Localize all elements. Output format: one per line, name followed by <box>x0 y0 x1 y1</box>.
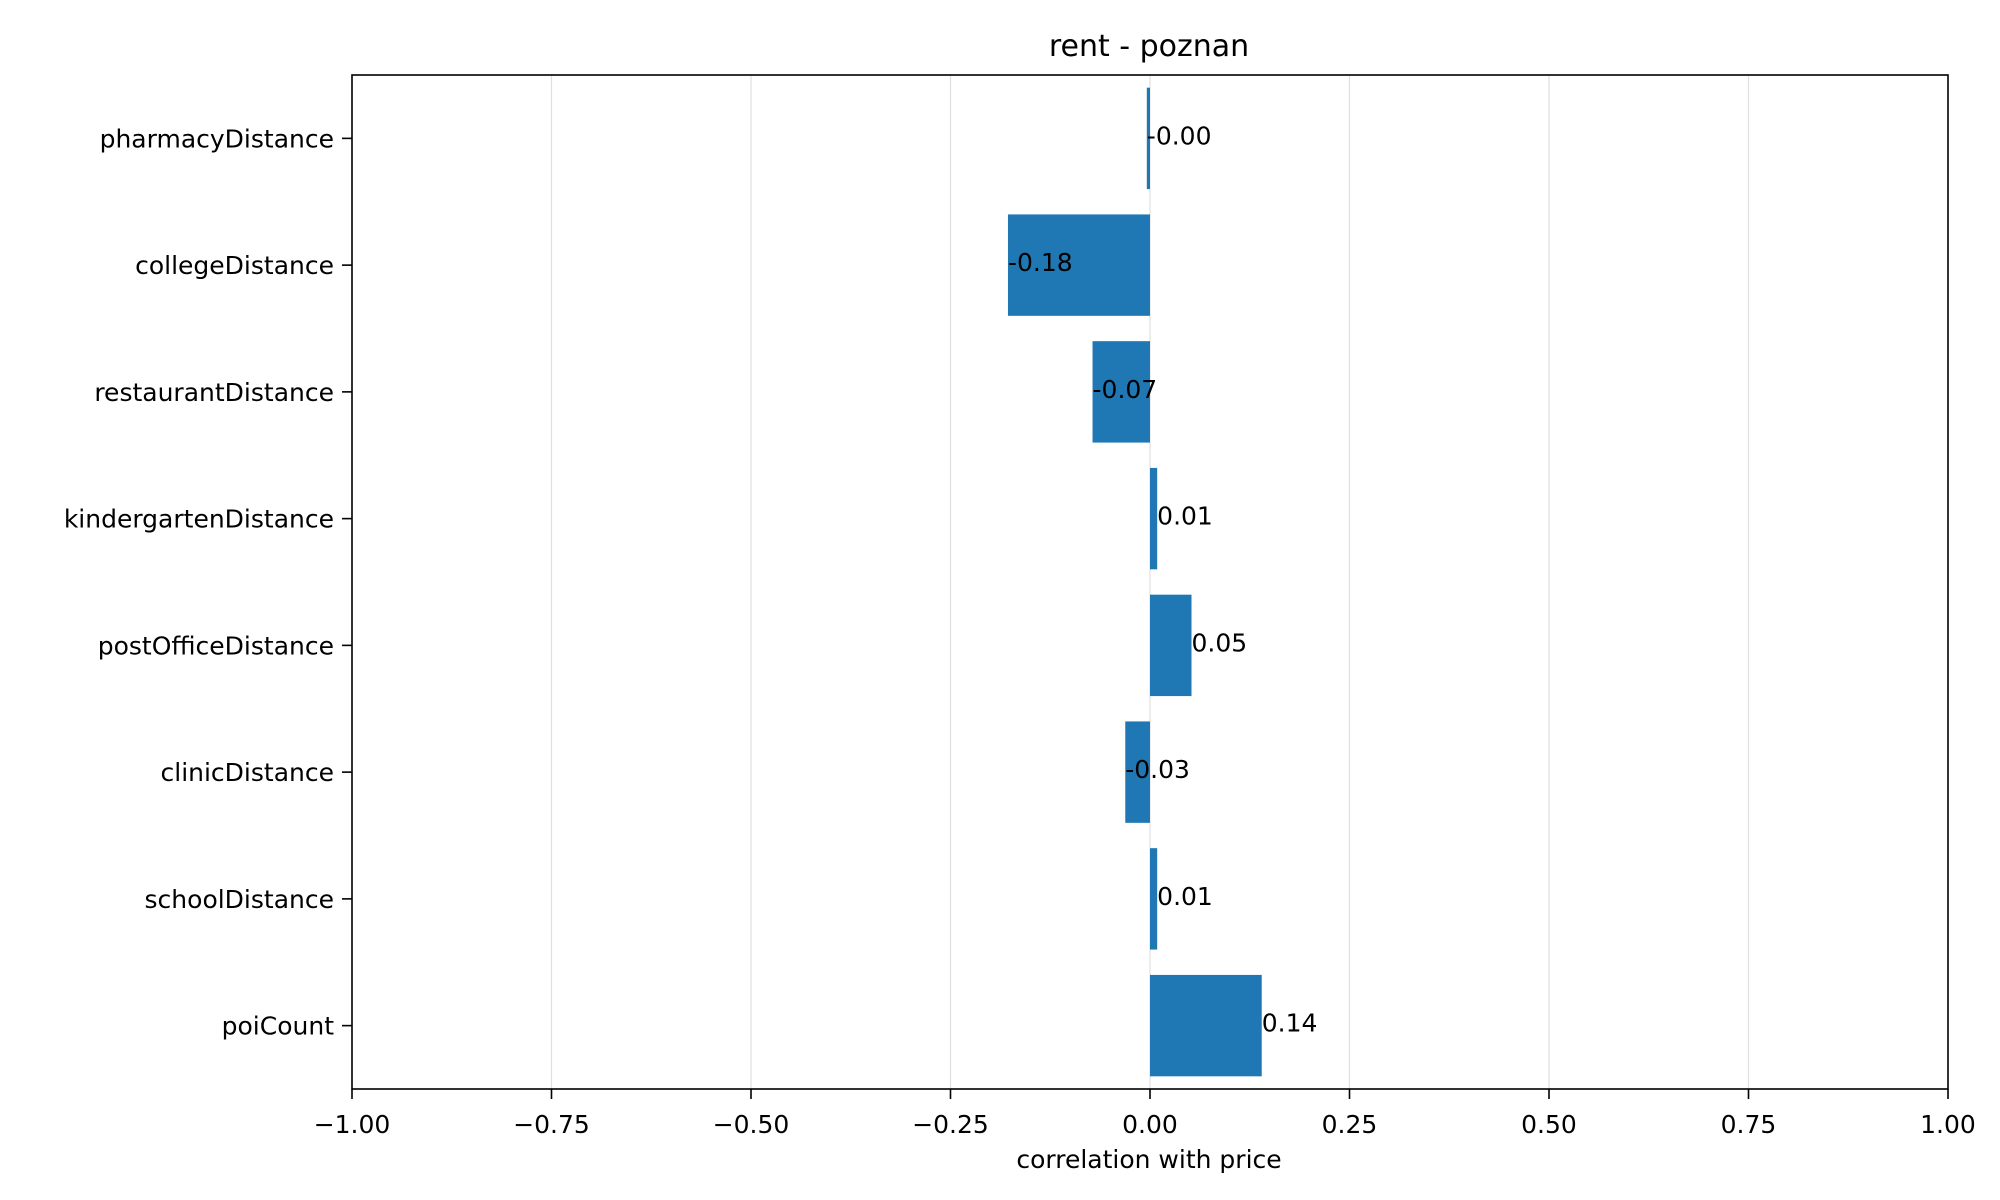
x-tick-label: 0.75 <box>1721 1110 1777 1139</box>
x-tick-label: 0.00 <box>1122 1110 1178 1139</box>
x-tick-label: −1.00 <box>314 1110 391 1139</box>
data-label: -0.03 <box>1125 755 1190 784</box>
data-label: 0.01 <box>1157 502 1213 531</box>
chart-title: rent - poznan <box>1049 29 1249 64</box>
y-tick-label: schoolDistance <box>145 885 334 914</box>
x-axis-label: correlation with price <box>1016 1145 1281 1174</box>
y-tick-label: restaurantDistance <box>94 378 334 407</box>
y-tick-label: postOfficeDistance <box>98 631 334 660</box>
y-tick-label: poiCount <box>222 1012 335 1041</box>
bars <box>1007 87 1262 1077</box>
bar <box>1150 848 1158 950</box>
bar <box>1125 721 1150 823</box>
data-label: 0.14 <box>1262 1009 1318 1038</box>
y-tick-label: kindergartenDistance <box>64 505 334 534</box>
data-label: 0.05 <box>1191 628 1247 657</box>
data-label: -0.18 <box>1008 248 1073 277</box>
bar <box>1150 974 1262 1077</box>
x-tick-label: −0.25 <box>912 1110 989 1139</box>
data-label: -0.07 <box>1093 375 1158 404</box>
y-tick-label: pharmacyDistance <box>100 124 334 153</box>
x-tick-label: 0.25 <box>1322 1110 1378 1139</box>
data-labels: -0.00 -0.18 -0.07 0.01 0.05 -0.03 0.01 0.14 <box>1008 121 1317 1037</box>
y-axis-ticks: pharmacyDistance collegeDistance restauran… <box>64 124 352 1041</box>
bar <box>1146 87 1150 190</box>
x-tick-label: −0.75 <box>513 1110 590 1139</box>
x-tick-label: 1.00 <box>1920 1110 1976 1139</box>
y-tick-label: clinicDistance <box>161 758 335 787</box>
bar <box>1150 467 1158 570</box>
bar <box>1007 214 1150 316</box>
x-tick-label: −0.50 <box>713 1110 790 1139</box>
data-label: -0.00 <box>1147 121 1212 150</box>
x-tick-label: 0.50 <box>1521 1110 1577 1139</box>
x-axis-ticks: −1.00 −0.75 −0.50 −0.25 0.00 0.25 0.50 0.75 1.00 <box>314 1089 1976 1139</box>
data-label: 0.01 <box>1157 882 1213 911</box>
bar <box>1150 594 1192 697</box>
bar <box>1092 341 1150 443</box>
y-tick-label: collegeDistance <box>135 251 334 280</box>
